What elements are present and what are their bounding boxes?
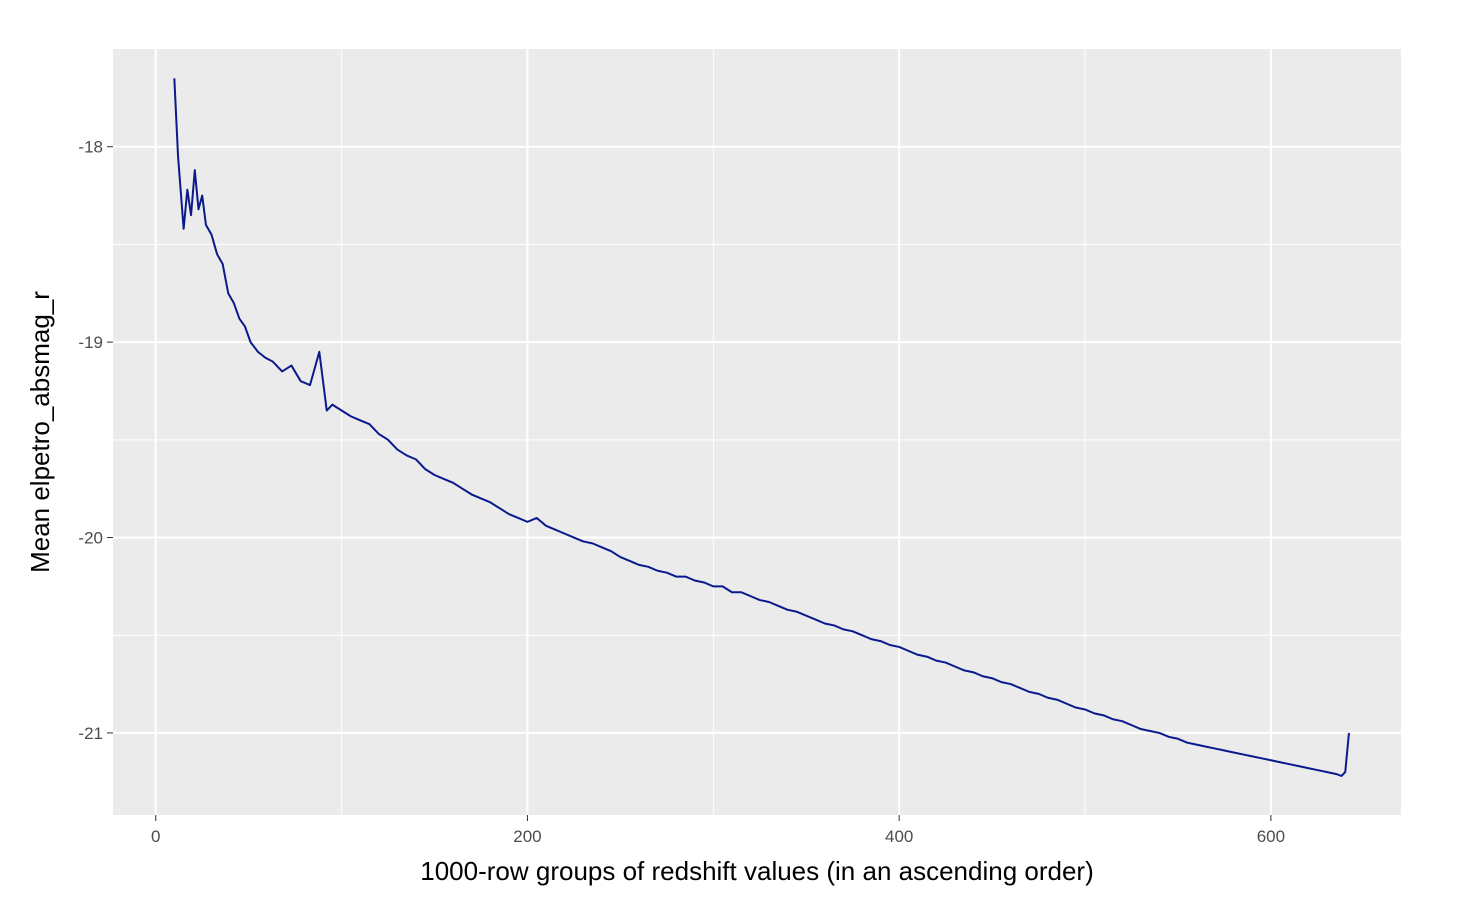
y-tick-label: -18	[78, 138, 103, 157]
x-tick-label: 200	[513, 827, 541, 846]
y-tick-label: -21	[78, 724, 103, 743]
x-axis-title: 1000-row groups of redshift values (in a…	[420, 856, 1094, 886]
x-tick-label: 0	[151, 827, 160, 846]
minor-gridlines	[113, 49, 1401, 815]
plot-panel	[113, 49, 1401, 815]
x-axis-ticks: 0 200 400 600	[151, 815, 1285, 846]
y-tick-label: -19	[78, 333, 103, 352]
y-axis-ticks: -21 -20 -19 -18	[78, 138, 113, 743]
x-tick-label: 600	[1257, 827, 1285, 846]
y-axis-title: Mean elpetro_absmag_r	[25, 291, 55, 573]
x-tick-label: 400	[885, 827, 913, 846]
y-tick-label: -20	[78, 529, 103, 548]
major-gridlines	[113, 49, 1401, 815]
data-line	[173, 78, 1350, 777]
